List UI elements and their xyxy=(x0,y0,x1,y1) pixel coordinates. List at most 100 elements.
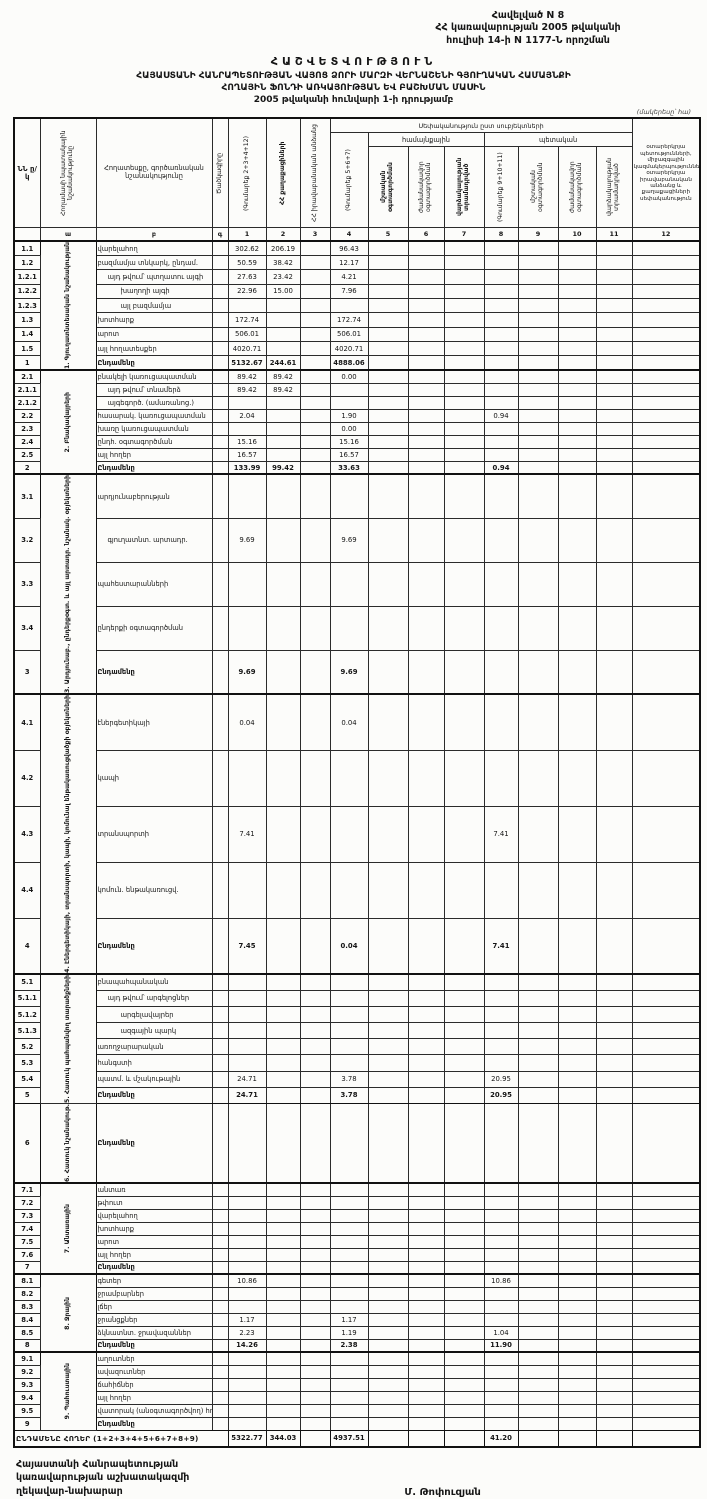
value-cell xyxy=(595,1260,633,1275)
value-cell xyxy=(631,1234,701,1249)
code-cell xyxy=(211,1377,229,1392)
footer-line: ղեկավար-նախարար xyxy=(16,1486,123,1498)
column-number xyxy=(13,227,41,242)
value-cell xyxy=(367,1299,409,1314)
code-cell xyxy=(211,605,229,651)
value-cell xyxy=(407,917,445,975)
value-cell xyxy=(517,861,559,919)
table-row: 2.1 2. Բնակավայրերի բնակելի կառուցապատման 8… xyxy=(13,369,701,475)
value-cell: 4.21 xyxy=(329,269,369,285)
value-cell xyxy=(631,1364,701,1379)
value-cell xyxy=(483,341,519,357)
value-cell xyxy=(367,693,409,751)
row-number: 8 xyxy=(13,1338,41,1353)
table-row: 8.2 ջրամբարներ xyxy=(13,1286,701,1301)
row-number: 8.2 xyxy=(13,1286,41,1301)
value-cell xyxy=(329,605,369,651)
value-cell xyxy=(329,1195,369,1210)
row-number: 3 xyxy=(13,649,41,695)
value-cell xyxy=(407,382,445,397)
row-number: 5.2 xyxy=(13,1038,41,1056)
value-cell: 23.42 xyxy=(265,269,301,285)
value-cell xyxy=(595,1208,633,1223)
value-cell xyxy=(299,1286,331,1301)
row-label: կոմուն. ենթակառուցվ. xyxy=(95,861,213,919)
value-cell xyxy=(517,355,559,371)
value-cell xyxy=(227,861,267,919)
value-cell: 9.69 xyxy=(329,517,369,563)
value-cell xyxy=(299,861,331,919)
value-cell xyxy=(227,1054,267,1072)
value-cell xyxy=(483,312,519,328)
value-cell xyxy=(517,1403,559,1418)
value-cell xyxy=(557,989,597,1007)
value-cell xyxy=(517,1351,559,1366)
code-cell xyxy=(211,1005,229,1024)
row-number: 2.1.1 xyxy=(13,382,41,397)
table-row: 4.3 տրանսպորտի 7.41 7.41 xyxy=(13,805,701,863)
value-cell xyxy=(443,1221,485,1236)
value-cell xyxy=(595,649,633,695)
code-cell xyxy=(211,298,229,314)
table-row: 1.2 բազմամյա տնկարկ, ընդամ. 50.59 38.42 12.1… xyxy=(13,255,701,271)
value-cell xyxy=(557,649,597,695)
value-cell xyxy=(631,1038,701,1056)
value-cell xyxy=(299,517,331,563)
value-cell xyxy=(443,1103,485,1184)
row-number: 7.3 xyxy=(13,1208,41,1223)
code-cell xyxy=(211,1195,229,1210)
value-cell xyxy=(483,355,519,371)
row-number: 3.2 xyxy=(13,517,41,563)
value-cell xyxy=(631,861,701,919)
value-cell xyxy=(517,1377,559,1392)
value-cell xyxy=(367,473,409,519)
value-cell xyxy=(443,649,485,695)
title-line: ՀԱՇՎԵՏՎՈՒԹՅՈՒՆ xyxy=(270,55,437,69)
value-cell xyxy=(443,1247,485,1262)
value-cell xyxy=(299,1103,331,1184)
row-label: արգելավայրեր xyxy=(95,1005,213,1024)
code-cell xyxy=(211,1054,229,1072)
value-cell xyxy=(265,749,301,807)
value-cell xyxy=(443,561,485,607)
value-cell xyxy=(517,382,559,397)
value-cell: 4888.06 xyxy=(329,355,369,371)
annex-note: Հավելված N 8 ՀՀ կառավարության 2005 թվակա… xyxy=(363,10,693,47)
col-header-landtype: Հողատեսքը, գործառնական նշանակությունը xyxy=(95,117,213,229)
value-cell xyxy=(367,1208,409,1223)
row-label: գետեր xyxy=(95,1273,213,1288)
value-cell xyxy=(595,312,633,328)
code-cell xyxy=(211,240,229,257)
value-cell xyxy=(483,1390,519,1405)
column-number: 12 xyxy=(631,227,701,242)
value-cell xyxy=(557,421,597,436)
row-number: 7.6 xyxy=(13,1247,41,1262)
code-cell xyxy=(211,1260,229,1275)
value-cell: 172.74 xyxy=(329,312,369,328)
value-cell xyxy=(299,1351,331,1366)
row-number: 7.4 xyxy=(13,1221,41,1236)
value-cell xyxy=(483,1416,519,1431)
value-cell xyxy=(595,1234,633,1249)
value-cell xyxy=(407,1364,445,1379)
value-cell xyxy=(443,1390,485,1405)
value-cell xyxy=(299,1070,331,1088)
value-cell xyxy=(443,240,485,257)
value-cell xyxy=(631,283,701,300)
value-cell xyxy=(367,1234,409,1249)
value-cell xyxy=(265,605,301,651)
value-cell xyxy=(631,421,701,436)
col-header-state-total: (Գումարեք 9+10+11) xyxy=(483,146,519,229)
row-number: 4.4 xyxy=(13,861,41,919)
value-cell xyxy=(517,369,559,384)
value-cell xyxy=(407,395,445,410)
value-cell xyxy=(329,989,369,1007)
value-cell xyxy=(557,1070,597,1088)
annex-line: հուլիսի 14-ի N 1177-Ն որոշման xyxy=(446,34,610,46)
code-cell xyxy=(211,369,229,384)
value-cell xyxy=(483,382,519,397)
value-cell xyxy=(517,421,559,436)
column-number: 9 xyxy=(517,227,559,242)
value-cell xyxy=(265,1364,301,1379)
value-cell xyxy=(595,1103,633,1184)
